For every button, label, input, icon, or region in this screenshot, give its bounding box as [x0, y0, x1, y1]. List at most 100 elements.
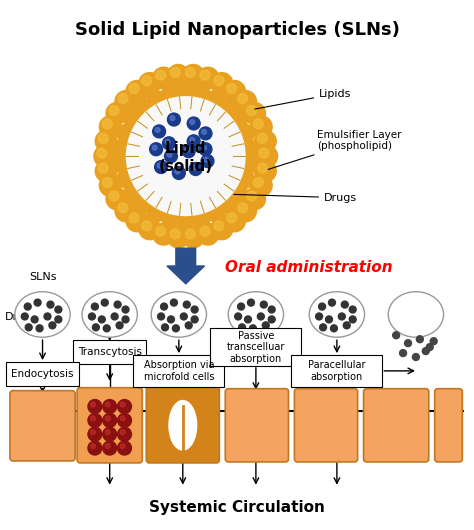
Circle shape: [91, 416, 95, 421]
Circle shape: [183, 301, 190, 308]
FancyBboxPatch shape: [225, 388, 289, 462]
FancyBboxPatch shape: [364, 388, 429, 462]
Circle shape: [185, 229, 195, 239]
Circle shape: [190, 137, 195, 142]
Circle shape: [197, 223, 219, 245]
Circle shape: [36, 325, 43, 332]
Circle shape: [105, 416, 110, 421]
Circle shape: [153, 67, 174, 89]
Circle shape: [237, 303, 245, 310]
Circle shape: [120, 402, 125, 407]
Circle shape: [111, 313, 118, 320]
Circle shape: [21, 313, 28, 320]
Circle shape: [150, 143, 163, 156]
Circle shape: [326, 316, 332, 323]
Circle shape: [180, 313, 187, 320]
Circle shape: [155, 127, 160, 132]
Circle shape: [114, 301, 121, 308]
Circle shape: [244, 188, 265, 210]
Circle shape: [227, 84, 237, 93]
Circle shape: [201, 145, 207, 150]
Circle shape: [95, 160, 117, 182]
Circle shape: [187, 117, 200, 130]
Circle shape: [192, 85, 210, 103]
Circle shape: [91, 444, 95, 448]
Circle shape: [247, 191, 256, 201]
Circle shape: [349, 316, 356, 323]
Circle shape: [173, 325, 179, 332]
Circle shape: [257, 134, 267, 143]
Circle shape: [230, 184, 247, 201]
Circle shape: [118, 400, 131, 413]
Ellipse shape: [151, 292, 207, 337]
Circle shape: [182, 226, 204, 248]
Circle shape: [106, 188, 128, 210]
Circle shape: [147, 204, 165, 222]
Circle shape: [118, 427, 131, 441]
Circle shape: [102, 119, 112, 129]
Circle shape: [100, 116, 121, 138]
Circle shape: [113, 139, 131, 157]
Text: Drugs: Drugs: [5, 313, 38, 322]
Circle shape: [118, 413, 131, 427]
Circle shape: [34, 299, 41, 306]
Text: Paracellular
absorption: Paracellular absorption: [308, 360, 365, 382]
Circle shape: [165, 139, 170, 144]
Circle shape: [126, 210, 148, 232]
Circle shape: [100, 174, 121, 196]
Text: Solid Lipid Nanoparticles (SLNs): Solid Lipid Nanoparticles (SLNs): [75, 21, 400, 39]
Circle shape: [207, 90, 225, 108]
Circle shape: [400, 350, 407, 357]
Circle shape: [98, 316, 105, 323]
Circle shape: [118, 203, 128, 213]
Circle shape: [199, 143, 212, 156]
Circle shape: [211, 218, 233, 240]
Circle shape: [88, 400, 102, 413]
Circle shape: [118, 441, 131, 455]
Ellipse shape: [82, 292, 137, 337]
Circle shape: [124, 184, 142, 201]
Circle shape: [219, 99, 237, 117]
Circle shape: [319, 324, 327, 331]
Circle shape: [122, 316, 129, 323]
Circle shape: [257, 313, 264, 320]
Circle shape: [120, 430, 125, 435]
Circle shape: [124, 111, 142, 128]
Circle shape: [262, 322, 269, 329]
Circle shape: [249, 325, 256, 332]
Ellipse shape: [309, 292, 365, 337]
Circle shape: [88, 413, 102, 427]
Ellipse shape: [169, 401, 197, 450]
Circle shape: [207, 204, 225, 222]
Circle shape: [167, 113, 180, 126]
Circle shape: [416, 335, 423, 343]
Circle shape: [103, 427, 117, 441]
Circle shape: [115, 200, 137, 222]
Text: Passive
transcelluar
absorption: Passive transcelluar absorption: [227, 331, 285, 364]
Circle shape: [88, 427, 102, 441]
Circle shape: [91, 430, 95, 435]
Circle shape: [343, 322, 350, 329]
Circle shape: [97, 148, 107, 158]
Circle shape: [139, 218, 161, 240]
Circle shape: [191, 316, 198, 323]
Circle shape: [142, 221, 152, 231]
Text: Emulsifier Layer
(phospholipid): Emulsifier Layer (phospholipid): [268, 130, 401, 170]
Circle shape: [24, 303, 31, 310]
Circle shape: [109, 105, 119, 116]
Circle shape: [190, 120, 195, 125]
Circle shape: [182, 145, 195, 157]
FancyBboxPatch shape: [10, 391, 75, 461]
Circle shape: [139, 73, 161, 94]
Circle shape: [117, 170, 135, 188]
Circle shape: [330, 325, 337, 332]
Circle shape: [219, 196, 237, 213]
Circle shape: [175, 169, 180, 174]
FancyArrow shape: [167, 248, 204, 284]
Circle shape: [247, 299, 255, 306]
Circle shape: [227, 213, 237, 223]
FancyBboxPatch shape: [73, 340, 146, 364]
Circle shape: [105, 444, 110, 448]
Circle shape: [88, 441, 102, 455]
Circle shape: [214, 76, 224, 85]
